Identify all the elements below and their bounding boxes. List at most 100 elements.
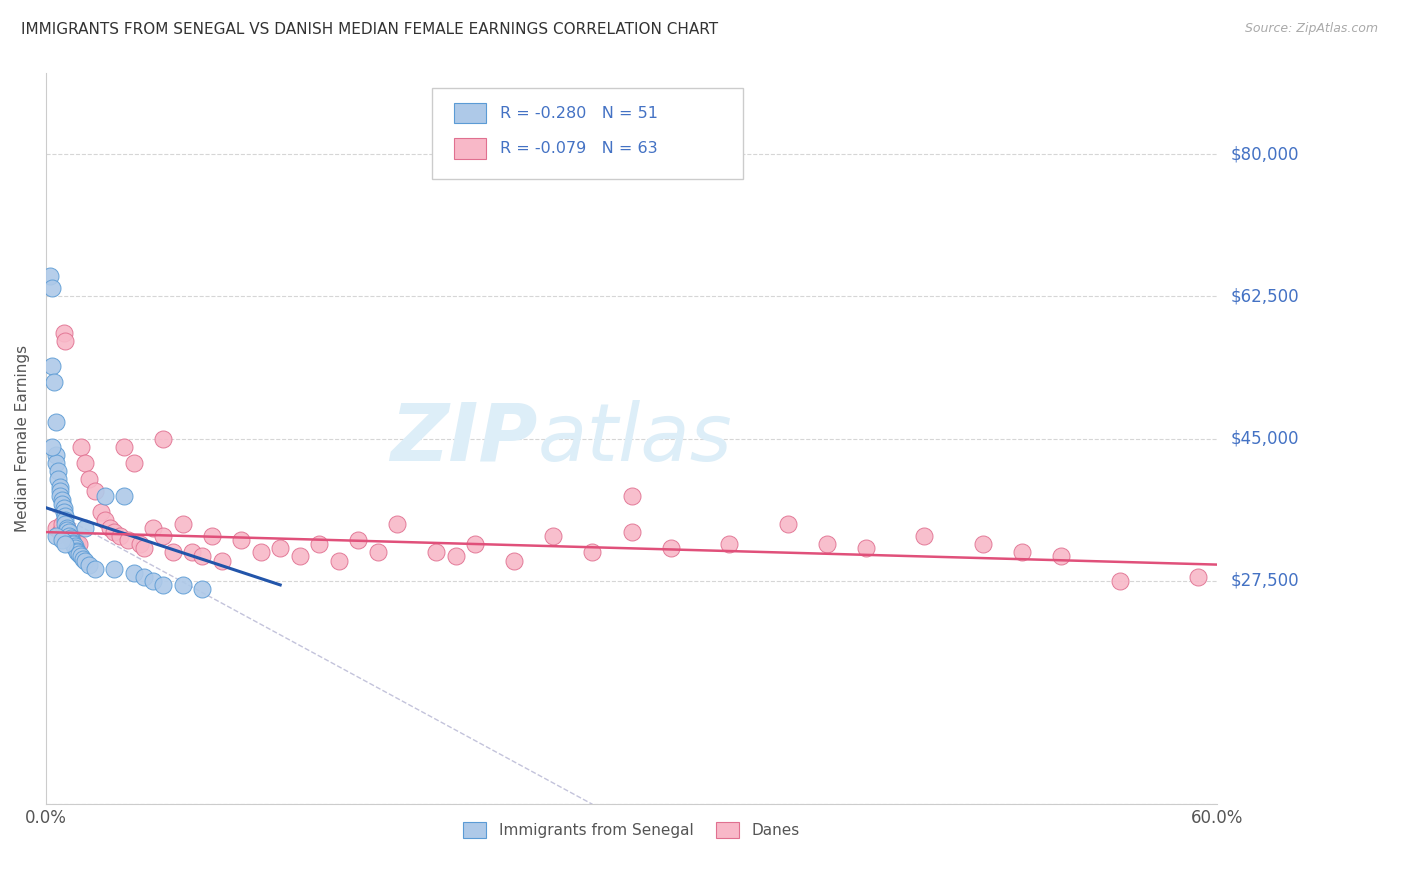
Point — [45, 456, 67, 470]
Point — [815, 537, 838, 551]
Point — [347, 533, 370, 548]
Point — [46, 464, 69, 478]
Point — [72, 552, 94, 566]
Point — [201, 529, 224, 543]
Point — [132, 541, 155, 556]
Point — [776, 516, 799, 531]
Point — [77, 472, 100, 486]
Point — [1011, 545, 1033, 559]
Text: ZIP: ZIP — [391, 400, 538, 477]
Point — [543, 529, 565, 543]
Point — [55, 516, 77, 531]
Text: IMMIGRANTS FROM SENEGAL VS DANISH MEDIAN FEMALE EARNINGS CORRELATION CHART: IMMIGRANTS FROM SENEGAL VS DANISH MEDIAN… — [21, 22, 718, 37]
Point — [425, 545, 447, 559]
Point — [48, 484, 70, 499]
Point — [191, 582, 214, 596]
Point — [387, 516, 409, 531]
Point — [90, 505, 112, 519]
Point — [142, 521, 165, 535]
Point — [48, 480, 70, 494]
Point — [58, 529, 80, 543]
Legend: Immigrants from Senegal, Danes: Immigrants from Senegal, Danes — [457, 816, 806, 844]
FancyBboxPatch shape — [454, 103, 486, 123]
Point — [718, 537, 741, 551]
Point — [1050, 549, 1073, 564]
Text: $27,500: $27,500 — [1232, 572, 1299, 590]
Point — [103, 562, 125, 576]
Point — [172, 578, 194, 592]
Point — [1108, 574, 1130, 588]
Point — [620, 525, 643, 540]
Point — [112, 440, 135, 454]
Point — [269, 541, 291, 556]
Point — [581, 545, 603, 559]
Point — [51, 492, 73, 507]
Point — [83, 484, 105, 499]
Point — [249, 545, 271, 559]
Point — [45, 416, 67, 430]
Point — [66, 545, 89, 559]
Point — [45, 448, 67, 462]
Point — [55, 508, 77, 523]
Point — [51, 516, 73, 531]
Point — [972, 537, 994, 551]
Point — [62, 531, 84, 545]
Text: atlas: atlas — [538, 400, 733, 477]
Point — [112, 489, 135, 503]
Point — [659, 541, 682, 556]
Point — [122, 566, 145, 580]
Point — [367, 545, 389, 559]
Point — [83, 562, 105, 576]
Point — [73, 456, 96, 470]
Point — [42, 375, 65, 389]
Point — [128, 537, 150, 551]
Point — [52, 326, 75, 340]
Point — [51, 533, 73, 548]
Point — [103, 525, 125, 540]
Point — [231, 533, 253, 548]
FancyBboxPatch shape — [433, 87, 742, 179]
Point — [444, 549, 467, 564]
Point — [62, 537, 84, 551]
Point — [93, 513, 115, 527]
Point — [60, 529, 83, 543]
Point — [70, 549, 93, 564]
Point — [62, 535, 84, 549]
Text: $80,000: $80,000 — [1232, 145, 1299, 163]
Point — [66, 535, 89, 549]
Point — [58, 525, 80, 540]
Point — [142, 574, 165, 588]
Point — [48, 489, 70, 503]
Point — [855, 541, 877, 556]
Point — [48, 525, 70, 540]
Point — [152, 432, 174, 446]
Point — [65, 533, 87, 548]
Point — [93, 489, 115, 503]
Point — [464, 537, 486, 551]
Point — [172, 516, 194, 531]
Y-axis label: Median Female Earnings: Median Female Earnings — [15, 345, 30, 533]
Point — [45, 529, 67, 543]
Point — [162, 545, 184, 559]
Point — [328, 553, 350, 567]
Point — [51, 497, 73, 511]
Point — [55, 513, 77, 527]
Point — [60, 533, 83, 548]
Point — [181, 545, 204, 559]
Point — [73, 553, 96, 567]
Point — [70, 440, 93, 454]
Point — [108, 529, 131, 543]
Point — [912, 529, 935, 543]
Point — [67, 547, 90, 561]
Point — [67, 537, 90, 551]
Text: $45,000: $45,000 — [1232, 430, 1299, 448]
Point — [620, 489, 643, 503]
Point — [41, 440, 63, 454]
Point — [503, 553, 526, 567]
Point — [77, 558, 100, 572]
Point — [41, 359, 63, 373]
Point — [132, 570, 155, 584]
Point — [41, 281, 63, 295]
Point — [65, 541, 87, 556]
Point — [73, 521, 96, 535]
